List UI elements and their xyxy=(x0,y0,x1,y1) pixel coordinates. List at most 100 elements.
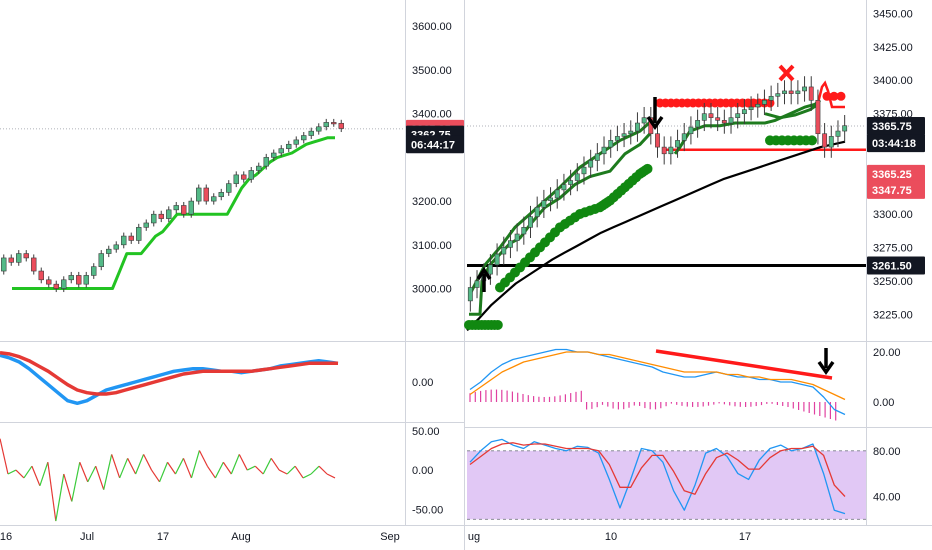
price-tag-bg xyxy=(867,256,925,275)
candle-body xyxy=(534,206,540,217)
osc-segment xyxy=(79,462,89,483)
y-tick-label: 3000.00 xyxy=(412,284,452,296)
osc-segment xyxy=(158,462,169,483)
right-candle xyxy=(782,80,787,105)
x-tick-label: 17 xyxy=(157,531,169,543)
x-tick-label: 17 xyxy=(739,531,751,543)
right-candle xyxy=(835,120,841,148)
right-candle xyxy=(748,96,754,121)
osc-segment xyxy=(254,465,264,475)
candle-body xyxy=(735,113,741,118)
left-candle xyxy=(16,250,22,266)
left-candle xyxy=(38,267,44,284)
left-candle xyxy=(173,201,179,214)
candle-body xyxy=(196,187,202,202)
left-candle xyxy=(196,184,202,205)
right-candle xyxy=(675,129,680,158)
candle-body xyxy=(106,248,112,254)
right-candle xyxy=(574,163,580,192)
right-candle xyxy=(655,123,660,158)
osc-segment xyxy=(174,458,184,475)
y-tick-label: 0.00 xyxy=(412,465,433,477)
left-candle xyxy=(46,276,52,288)
right-candle xyxy=(608,129,614,158)
y-tick-label: 3500.00 xyxy=(412,65,452,77)
left-candle xyxy=(61,276,67,293)
candle-body xyxy=(741,109,747,114)
left-candle xyxy=(158,210,164,223)
right-candle xyxy=(661,136,667,165)
right-candle xyxy=(548,187,553,212)
left-candle xyxy=(248,167,254,183)
osc-segment xyxy=(286,465,296,475)
osc-segment xyxy=(63,473,73,502)
right-candle xyxy=(728,106,734,134)
price-tag: 03:44:18 xyxy=(867,134,925,153)
y-tick-label: 20.00 xyxy=(873,347,901,359)
candle-body xyxy=(508,240,513,248)
left-candle xyxy=(106,245,112,258)
right-candle xyxy=(715,106,721,132)
y-tick-label: 3400.00 xyxy=(412,109,452,121)
supertrend-red-dot xyxy=(836,91,846,101)
right-candle xyxy=(755,93,761,118)
price-tag-bg xyxy=(867,180,925,199)
moving-average-line xyxy=(466,140,846,332)
left-candle xyxy=(218,188,224,201)
candle-body xyxy=(181,205,187,215)
price-tag: 3365.25 xyxy=(867,164,925,183)
right-candle xyxy=(534,196,540,228)
candle-body xyxy=(211,196,217,202)
osc-segment xyxy=(47,462,57,522)
signal-line xyxy=(469,351,846,401)
left-candle xyxy=(1,254,7,275)
left-candle xyxy=(203,184,209,205)
candle-body xyxy=(661,146,667,155)
osc-segment xyxy=(31,465,41,486)
supertrend-dot xyxy=(642,163,653,174)
right-candle xyxy=(628,120,634,145)
candle-body xyxy=(494,253,500,266)
arrow-head xyxy=(476,266,492,280)
right-price-panel xyxy=(464,64,866,332)
osc-segment xyxy=(278,469,288,475)
x-axis-labels: 16 Jul 17 Aug Sep ug 10 17 xyxy=(0,531,751,543)
y-tick-label: 80.00 xyxy=(873,446,901,458)
signal-line xyxy=(0,350,338,396)
candle-body xyxy=(76,275,82,285)
candle-body xyxy=(514,233,520,242)
right-candle xyxy=(828,125,834,158)
left-candle xyxy=(233,171,239,188)
candle-body xyxy=(256,165,262,171)
supertrend-dot xyxy=(807,135,817,146)
osc-segment xyxy=(0,438,9,475)
right-candle xyxy=(581,156,587,185)
right-candle xyxy=(614,125,620,152)
red-x-marker xyxy=(778,64,795,82)
left-candle xyxy=(53,280,59,293)
candle-body xyxy=(641,117,647,124)
candle-body xyxy=(842,125,848,132)
osc-segment xyxy=(270,457,280,471)
candle-body xyxy=(501,247,507,255)
left-candle xyxy=(211,193,217,205)
osc-segment xyxy=(167,461,176,475)
left-candle xyxy=(308,127,314,140)
right-candle xyxy=(554,179,560,209)
channel-top-line xyxy=(764,103,819,120)
candle-body xyxy=(8,257,14,263)
osc-segment xyxy=(206,465,216,479)
supertrend-red-dot xyxy=(829,91,839,101)
left-price-panel xyxy=(0,118,405,293)
osc-segment xyxy=(87,465,97,483)
candle-body xyxy=(241,174,247,180)
osc-segment xyxy=(326,473,336,479)
osc-segment xyxy=(151,469,161,483)
candle-body xyxy=(675,140,680,148)
price-tag-label: 03:44:18 xyxy=(872,138,916,150)
candle-body xyxy=(541,200,547,208)
x-tick-label: ug xyxy=(468,531,480,543)
candle-body xyxy=(203,187,209,202)
right-candle xyxy=(467,276,473,312)
up-arrow-marker xyxy=(476,266,492,292)
